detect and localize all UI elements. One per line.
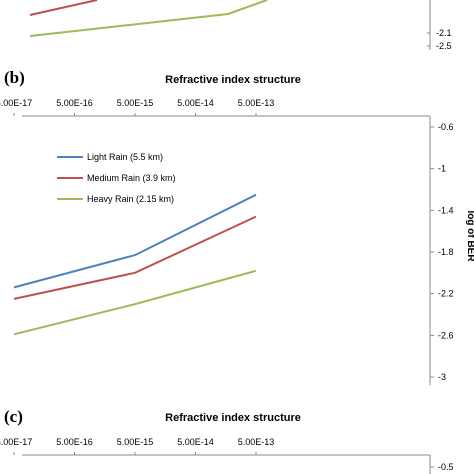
chart-b-title: Refractive index structure xyxy=(165,74,301,86)
chart-c-title: Refractive index structure xyxy=(165,412,301,424)
chart-b-y-tick-label: -1.8 xyxy=(438,247,454,257)
chart-c-x-tick-label: 5.00E-15 xyxy=(117,437,154,447)
chart-b-y-tick-label: -3 xyxy=(438,372,446,382)
chart-b-y-tick-label: -1 xyxy=(438,164,446,174)
chart-b-x-tick-label: 5.00E-15 xyxy=(117,98,154,108)
chart-c-x-tick-label: 5.00E-17 xyxy=(0,437,32,447)
chart-b-series-line xyxy=(13,215,257,300)
chart-c-x-tick-label: 5.00E-16 xyxy=(56,437,93,447)
panel-label-c: (c) xyxy=(4,407,23,426)
chart-b-x-tick-label: 5.00E-14 xyxy=(177,98,214,108)
panel-a-series-line xyxy=(29,0,268,37)
legend-label: Medium Rain (3.9 km) xyxy=(87,173,176,183)
chart-b-y-tick-label: -2.2 xyxy=(438,289,454,299)
chart-b-x-tick-label: 5.00E-17 xyxy=(0,98,32,108)
legend-label: Heavy Rain (2.15 km) xyxy=(87,194,174,204)
chart-c-y-tick-label: -0.5 xyxy=(438,462,454,472)
chart-b-x-tick-label: 5.00E-16 xyxy=(56,98,93,108)
chart-b-y-tick-label: -0.6 xyxy=(438,122,454,132)
panel-label-b: (b) xyxy=(4,68,25,87)
chart-b-y-tick-label: -2.6 xyxy=(438,330,454,340)
panel-a-y-tick-label: -2.5 xyxy=(436,41,452,51)
chart-c-x-tick-label: 5.00E-13 xyxy=(238,437,275,447)
panel-a-cropped: -2.1 -2.5 xyxy=(29,0,452,51)
panel-a-series-line xyxy=(29,0,98,16)
chart-b-y-tick-label: -1.4 xyxy=(438,205,454,215)
panel-c-cropped: (c) Refractive index structure 5.00E-17 5… xyxy=(0,407,454,474)
chart-b-ylabel: log of BER xyxy=(465,210,474,262)
panel-b-chart: (b) Refractive index structure log of BE… xyxy=(0,68,474,385)
chart-c-x-tick-label: 5.00E-14 xyxy=(177,437,214,447)
panel-a-y-tick-label: -2.1 xyxy=(436,28,452,38)
chart-b-series-line xyxy=(13,193,257,289)
chart-b-x-tick-label: 5.00E-13 xyxy=(238,98,275,108)
chart-b-series-line xyxy=(13,269,257,336)
legend-label: Light Rain (5.5 km) xyxy=(87,152,163,162)
